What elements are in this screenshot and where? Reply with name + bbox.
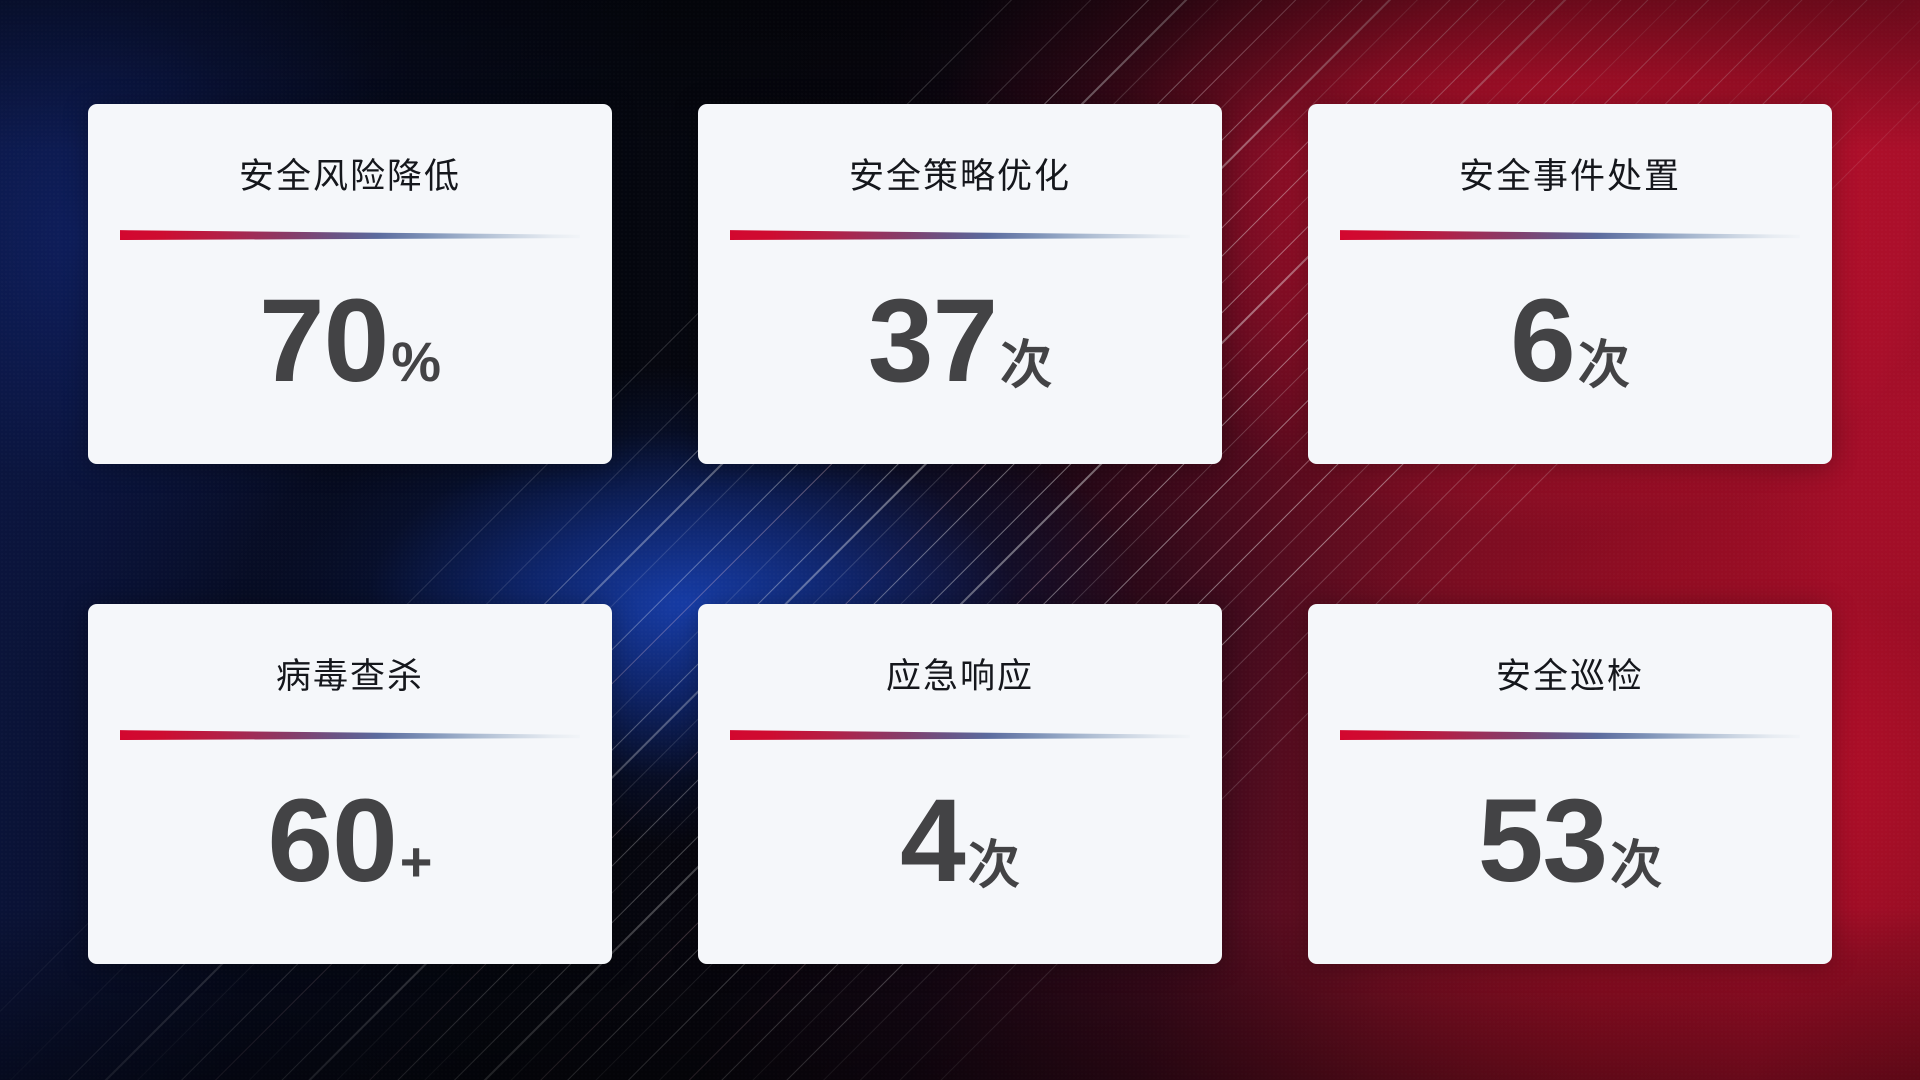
metric-card-title: 安全策略优化	[848, 157, 1071, 196]
metric-card-title: 安全事件处置	[1458, 157, 1681, 196]
metric-card-divider	[730, 728, 1190, 740]
metric-card-value-row: 37 次	[698, 282, 1222, 400]
metric-value-unit: +	[399, 830, 433, 893]
metric-value-unit: 次	[967, 837, 1020, 895]
gradient-rule	[730, 730, 1190, 740]
metric-card-emergency-response[interactable]: 应急响应 4 次	[698, 604, 1222, 964]
gradient-rule	[120, 730, 580, 740]
metric-value-unit: 次	[1610, 837, 1663, 895]
metric-card-divider	[1340, 228, 1800, 240]
metric-card-risk-reduction[interactable]: 安全风险降低 70%	[88, 104, 612, 464]
metric-value-number: 53	[1477, 775, 1608, 907]
metric-card-divider	[1340, 728, 1800, 740]
metric-value-number: 37	[867, 275, 998, 407]
gradient-rule	[120, 230, 580, 240]
metric-card-title: 安全风险降低	[238, 157, 461, 196]
metric-card-grid: 安全风险降低 70% 安全策略优化 37 次安全事件处置 6 次病毒查杀 60 + 应急响应 4 次安…	[88, 104, 1832, 964]
metric-value-number: 6	[1510, 275, 1576, 407]
metric-value-number: 4	[900, 775, 966, 907]
gradient-rule	[730, 230, 1190, 240]
metric-value-number: 60	[267, 775, 398, 907]
metric-card-title: 病毒查杀	[275, 657, 424, 696]
metric-value-unit: 次	[1577, 337, 1630, 395]
metric-card-value-row: 70%	[88, 282, 612, 400]
metric-card-divider	[120, 728, 580, 740]
metric-value-unit: %	[391, 330, 442, 393]
metric-card-divider	[120, 228, 580, 240]
metric-card-security-inspection[interactable]: 安全巡检 53 次	[1308, 604, 1832, 964]
metric-value-unit: 次	[1000, 337, 1053, 395]
gradient-rule	[1340, 730, 1800, 740]
metric-card-title: 应急响应	[885, 657, 1034, 696]
metric-card-policy-optimization[interactable]: 安全策略优化 37 次	[698, 104, 1222, 464]
metric-card-incident-handling[interactable]: 安全事件处置 6 次	[1308, 104, 1832, 464]
metric-card-value-row: 60 +	[88, 782, 612, 900]
metric-card-virus-removal[interactable]: 病毒查杀 60 +	[88, 604, 612, 964]
gradient-rule	[1340, 230, 1800, 240]
metric-card-divider	[730, 228, 1190, 240]
metric-value-number: 70	[258, 275, 389, 407]
metric-card-value-row: 53 次	[1308, 782, 1832, 900]
metric-card-title: 安全巡检	[1495, 657, 1644, 696]
